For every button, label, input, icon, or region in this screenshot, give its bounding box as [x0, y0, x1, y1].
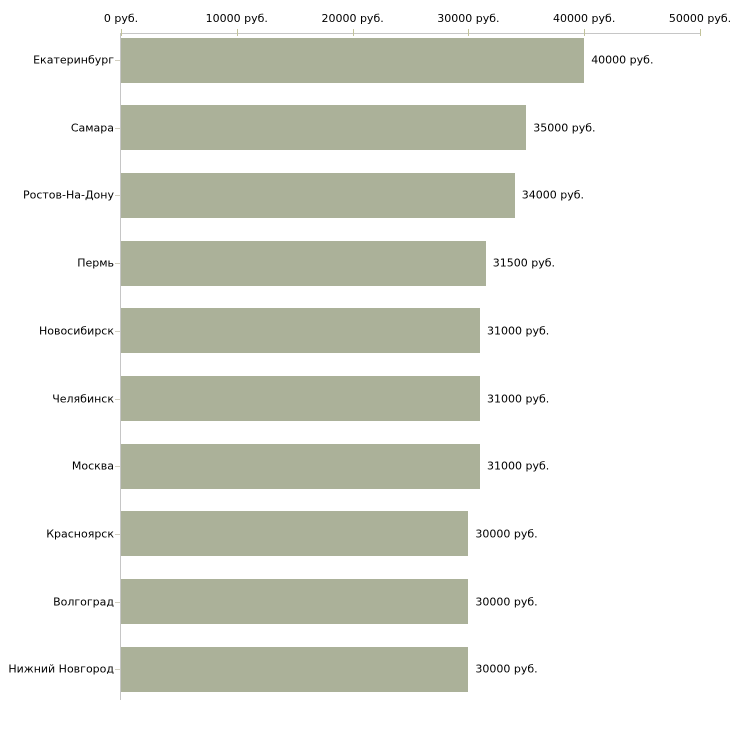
bar	[121, 172, 515, 218]
x-axis-tick-mark	[700, 29, 701, 36]
bar	[121, 240, 486, 286]
y-axis-tick-mark	[115, 263, 120, 265]
category-label: Москва	[71, 459, 114, 473]
x-axis-tick-mark	[352, 29, 354, 36]
y-axis-tick-mark	[115, 398, 120, 400]
y-axis-tick-mark	[115, 195, 120, 197]
value-label: 31000 руб.	[486, 459, 550, 473]
bar	[121, 443, 480, 489]
category-label: Самара	[70, 121, 114, 135]
value-label: 31500 руб.	[492, 256, 556, 270]
x-axis-tick-label: 40000 руб.	[553, 12, 616, 25]
x-axis-tick-label: 20000 руб.	[321, 12, 384, 25]
value-label: 31000 руб.	[486, 324, 550, 338]
y-axis-tick-mark	[115, 330, 120, 332]
x-axis-tick-mark	[468, 29, 470, 36]
category-label: Волгоград	[53, 595, 114, 609]
x-axis-tick-mark	[584, 29, 586, 36]
x-axis-tick-label: 0 руб.	[103, 12, 139, 25]
category-label: Красноярск	[46, 527, 114, 541]
value-label: 31000 руб.	[486, 392, 550, 405]
y-axis-line	[120, 33, 121, 700]
y-axis-tick-mark	[115, 601, 120, 603]
bar	[121, 646, 469, 692]
x-axis-tick-mark	[236, 29, 238, 36]
category-label: Челябинск	[52, 392, 114, 405]
y-axis-tick-mark	[115, 466, 120, 468]
category-label: Ростов-На-Дону	[22, 188, 114, 202]
category-label: Нижний Новгород	[8, 662, 114, 676]
value-label: 40000 руб.	[591, 53, 654, 67]
x-axis-tick-mark	[121, 29, 122, 36]
y-axis-tick-mark	[115, 60, 120, 61]
value-label: 30000 руб.	[475, 527, 538, 541]
y-axis-tick-mark	[115, 669, 120, 671]
bar	[121, 37, 585, 83]
x-axis-line	[121, 33, 700, 34]
category-label: Пермь	[77, 256, 114, 270]
value-label: 34000 руб.	[521, 188, 584, 202]
bar	[121, 511, 469, 557]
category-label: Новосибирск	[38, 324, 114, 338]
y-axis-tick-mark	[115, 533, 120, 535]
x-axis-tick-label: 30000 руб.	[437, 12, 500, 25]
bar	[121, 308, 480, 354]
x-axis-tick-label: 50000 руб.	[668, 12, 730, 25]
bar	[121, 105, 527, 151]
category-label: Екатеринбург	[33, 53, 114, 67]
value-label: 30000 руб.	[475, 595, 538, 609]
value-label: 30000 руб.	[475, 662, 538, 676]
bar	[121, 376, 480, 421]
x-axis-tick-label: 10000 руб.	[205, 12, 268, 25]
bar	[121, 579, 469, 625]
y-axis-tick-mark	[115, 127, 120, 129]
value-label: 35000 руб.	[533, 121, 596, 135]
